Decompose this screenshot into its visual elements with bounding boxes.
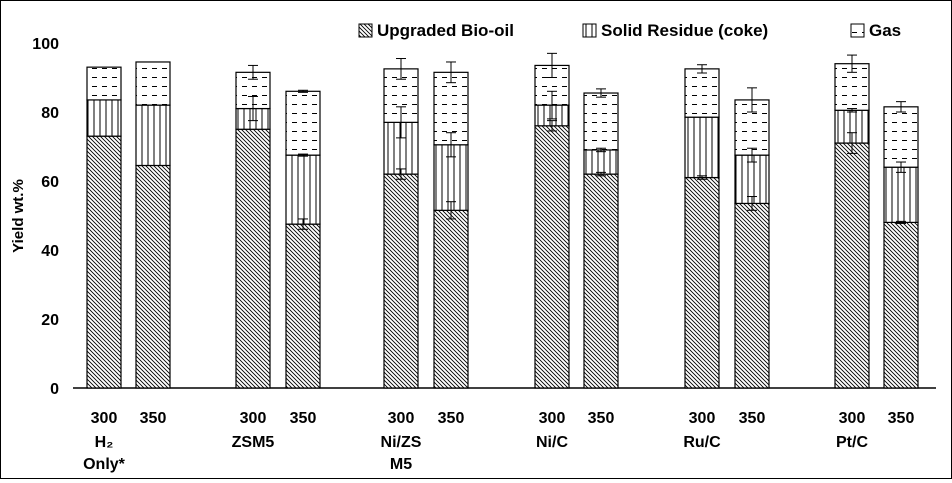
legend: Upgraded Bio-oil Solid Residue (coke) Gas <box>358 21 901 40</box>
error-bar <box>446 132 456 158</box>
bar-segment <box>135 104 171 167</box>
bar-segment <box>383 173 419 389</box>
error-bar <box>896 161 906 173</box>
legend-label: Upgraded Bio-oil <box>377 21 514 40</box>
legend-label: Gas <box>869 21 901 40</box>
group-label: Only* <box>83 456 126 473</box>
bar-segment <box>285 223 321 389</box>
group-label: Ni/ZS <box>381 434 422 451</box>
bar-segment <box>583 173 619 389</box>
bar-segment <box>235 128 271 389</box>
bar-segment <box>734 202 770 389</box>
bar-segment <box>433 209 469 389</box>
error-bar <box>547 52 557 78</box>
error-bar <box>248 95 258 122</box>
error-bar <box>298 89 308 93</box>
x-tick-label: 300 <box>240 410 267 427</box>
bar-segment <box>135 164 171 389</box>
x-tick-label: 350 <box>290 410 317 427</box>
error-bar <box>697 64 707 74</box>
group-label: Ru/C <box>683 434 721 451</box>
bar-segment <box>86 99 122 137</box>
bar-segment <box>86 66 122 101</box>
x-tick-label: 350 <box>888 410 915 427</box>
x-tick-label: 350 <box>140 410 167 427</box>
bar-segment <box>135 61 171 106</box>
bar-segment <box>285 90 321 156</box>
error-bar <box>747 196 757 211</box>
error-bar <box>847 108 857 113</box>
error-bar <box>896 220 906 224</box>
x-tick-label: 300 <box>539 410 566 427</box>
error-bar <box>596 88 606 98</box>
bar-segment <box>684 116 720 179</box>
error-bar <box>847 132 857 154</box>
x-tick-label: 350 <box>588 410 615 427</box>
error-bar <box>596 147 606 153</box>
x-tick-label: 300 <box>388 410 415 427</box>
bar-segment <box>883 221 919 389</box>
bar-segment <box>583 92 619 151</box>
y-tick-label: 40 <box>41 243 59 260</box>
y-tick-label: 20 <box>41 312 59 329</box>
error-bar <box>547 90 557 120</box>
bar-segment <box>883 166 919 223</box>
x-tick-label: 300 <box>689 410 716 427</box>
group-label: ZSM5 <box>232 434 275 451</box>
error-bar <box>248 64 258 80</box>
error-bar <box>446 61 456 84</box>
y-tick-label: 100 <box>32 36 59 53</box>
x-tick-label: 350 <box>739 410 766 427</box>
bar-segment <box>86 135 122 389</box>
error-bars <box>248 52 906 230</box>
error-bar <box>747 147 757 163</box>
bars <box>86 61 919 389</box>
bar-segment <box>285 154 321 225</box>
bar-segment <box>834 142 870 389</box>
error-bar <box>747 87 757 113</box>
error-bar <box>896 101 906 113</box>
error-bar <box>396 106 406 139</box>
axes: 0 20 40 60 80 100 300 350 H₂ Only* 300 350 ZSM5 300 35… <box>32 36 936 473</box>
bar-segment <box>534 125 570 389</box>
x-tick-label: 300 <box>839 410 866 427</box>
legend-swatch <box>358 23 373 38</box>
error-bar <box>298 153 308 157</box>
bar-segment <box>583 149 619 175</box>
bar-segment <box>684 176 720 389</box>
y-axis-label: Yield wt.% <box>10 179 27 253</box>
bar-segment <box>883 106 919 168</box>
group-label: M5 <box>390 456 412 473</box>
y-tick-label: 60 <box>41 174 59 191</box>
group-label: H₂ <box>95 434 114 451</box>
error-bar <box>446 201 456 220</box>
y-tick-label: 0 <box>50 381 59 398</box>
error-bar <box>298 218 308 230</box>
error-bar <box>697 175 707 180</box>
error-bar <box>396 168 406 180</box>
group-label: Ni/C <box>536 434 568 451</box>
error-bar <box>847 54 857 73</box>
x-tick-label: 350 <box>438 410 465 427</box>
legend-swatch <box>582 23 597 38</box>
error-bar <box>596 171 606 177</box>
legend-swatch <box>850 23 865 38</box>
y-tick-label: 80 <box>41 105 59 122</box>
error-bar <box>547 120 557 132</box>
legend-label: Solid Residue (coke) <box>601 21 768 40</box>
error-bar <box>396 58 406 80</box>
group-label: Pt/C <box>836 434 868 451</box>
x-tick-label: 300 <box>91 410 118 427</box>
bar-segment <box>684 68 720 118</box>
